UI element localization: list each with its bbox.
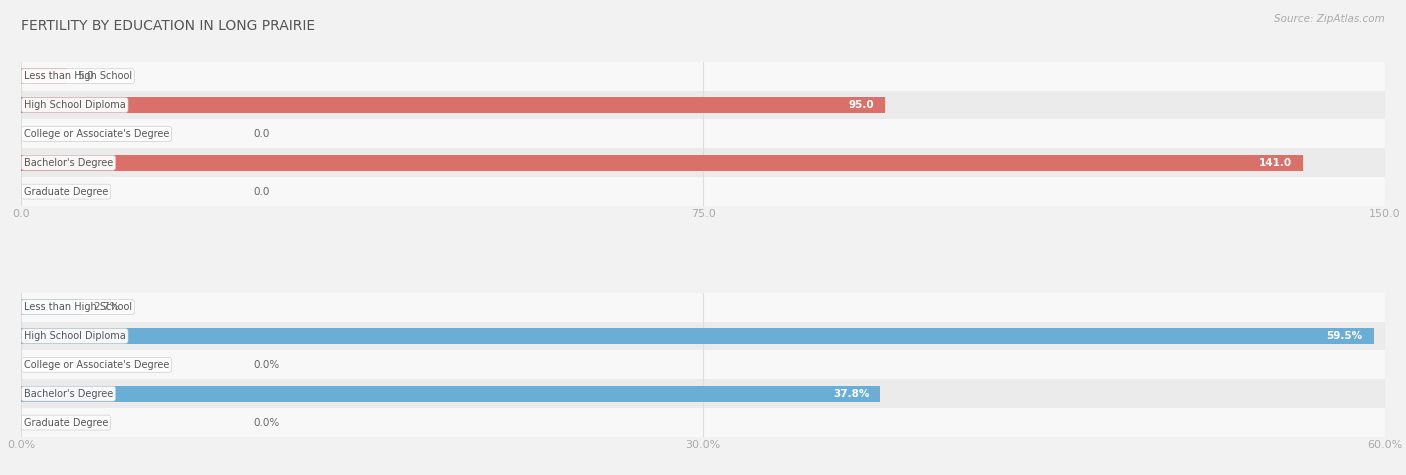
Text: Graduate Degree: Graduate Degree bbox=[24, 418, 108, 428]
Bar bbox=[21, 322, 1385, 351]
Bar bbox=[21, 68, 66, 84]
Bar bbox=[21, 379, 1385, 408]
Bar bbox=[21, 386, 880, 402]
Text: 0.0%: 0.0% bbox=[253, 360, 280, 370]
Bar bbox=[21, 351, 1385, 379]
Text: 0.0: 0.0 bbox=[253, 187, 270, 197]
Text: 2.7%: 2.7% bbox=[93, 302, 120, 312]
Bar bbox=[21, 155, 1303, 171]
Text: FERTILITY BY EDUCATION IN LONG PRAIRIE: FERTILITY BY EDUCATION IN LONG PRAIRIE bbox=[21, 19, 315, 33]
Bar bbox=[21, 120, 1385, 148]
Text: Source: ZipAtlas.com: Source: ZipAtlas.com bbox=[1274, 14, 1385, 24]
Text: 95.0: 95.0 bbox=[848, 100, 875, 110]
Bar bbox=[21, 293, 1385, 322]
Text: Less than High School: Less than High School bbox=[24, 71, 132, 81]
Bar bbox=[21, 177, 1385, 206]
Text: 37.8%: 37.8% bbox=[832, 389, 869, 399]
Text: College or Associate's Degree: College or Associate's Degree bbox=[24, 360, 169, 370]
Text: 141.0: 141.0 bbox=[1258, 158, 1292, 168]
Bar bbox=[21, 62, 1385, 91]
Text: Bachelor's Degree: Bachelor's Degree bbox=[24, 158, 112, 168]
Text: Bachelor's Degree: Bachelor's Degree bbox=[24, 389, 112, 399]
Bar bbox=[21, 148, 1385, 177]
Text: Graduate Degree: Graduate Degree bbox=[24, 187, 108, 197]
Bar bbox=[21, 299, 83, 315]
Bar bbox=[21, 97, 884, 113]
Bar bbox=[21, 408, 1385, 437]
Text: 0.0: 0.0 bbox=[253, 129, 270, 139]
Text: 5.0: 5.0 bbox=[77, 71, 94, 81]
Text: College or Associate's Degree: College or Associate's Degree bbox=[24, 129, 169, 139]
Text: Less than High School: Less than High School bbox=[24, 302, 132, 312]
Text: High School Diploma: High School Diploma bbox=[24, 100, 125, 110]
Text: 0.0%: 0.0% bbox=[253, 418, 280, 428]
Text: High School Diploma: High School Diploma bbox=[24, 331, 125, 341]
Bar bbox=[21, 328, 1374, 344]
Text: 59.5%: 59.5% bbox=[1326, 331, 1362, 341]
Bar bbox=[21, 91, 1385, 120]
